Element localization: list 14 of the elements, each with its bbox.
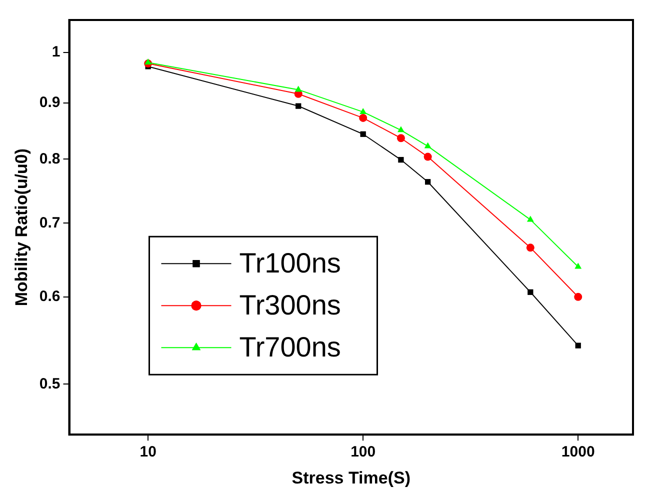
x-tick-label: 100 xyxy=(350,444,376,461)
y-tick-label: 0.5 xyxy=(39,375,60,392)
legend-label: Tr700ns xyxy=(239,331,341,362)
y-axis-title: Mobility Ratio(u/u0) xyxy=(12,148,31,306)
y-tick-label: 0.8 xyxy=(39,150,60,168)
y-tick-label: 1 xyxy=(52,44,60,61)
y-tick-label: 0.6 xyxy=(39,288,60,306)
y-tick-label: 0.9 xyxy=(39,94,60,111)
legend-label: Tr300ns xyxy=(239,289,341,320)
x-tick-label: 10 xyxy=(140,444,156,461)
x-axis-title: Stress Time(S) xyxy=(292,468,410,488)
legend-label: Tr100ns xyxy=(239,247,341,278)
y-tick-label: 0.7 xyxy=(39,214,60,232)
x-tick-label: 1000 xyxy=(561,444,595,461)
